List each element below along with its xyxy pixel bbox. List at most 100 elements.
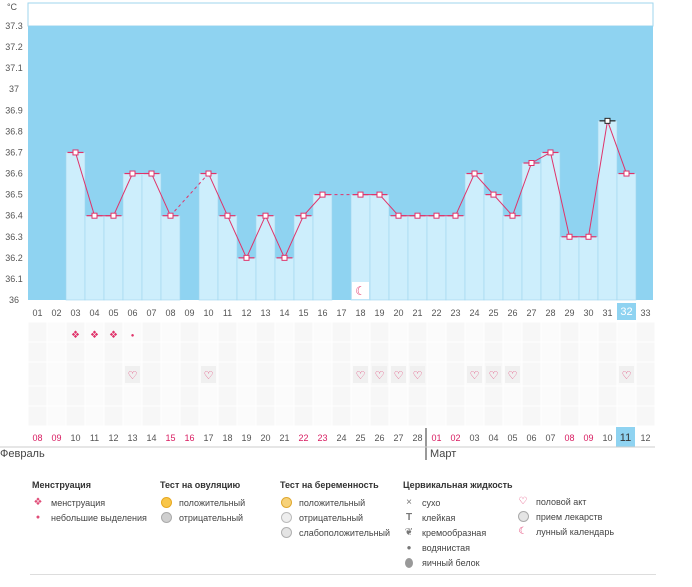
grid-cell xyxy=(559,385,580,407)
temp-point xyxy=(224,212,231,219)
grid-cell xyxy=(597,405,618,427)
grid-cell xyxy=(559,341,580,363)
grid-cell xyxy=(236,341,257,363)
watery-drop-icon: ● xyxy=(406,543,412,552)
grid-cell xyxy=(350,321,371,343)
grid-cell xyxy=(27,385,48,407)
grid-cell xyxy=(179,321,200,343)
temp-line-segment xyxy=(303,194,323,217)
grid-cell xyxy=(369,385,390,407)
legend-cervical: Цервикальная жидкость × сухо T клейкая ❦… xyxy=(403,480,513,570)
grid-cell xyxy=(445,361,466,387)
temp-bar xyxy=(426,215,447,301)
grid-cell xyxy=(388,385,409,407)
grid-cell xyxy=(179,361,200,387)
date-label: 17 xyxy=(203,433,213,443)
temp-line-segment xyxy=(151,173,171,216)
heart-cell xyxy=(410,366,425,383)
grid-cell xyxy=(312,321,333,343)
grid-cell xyxy=(388,405,409,427)
grid-cell xyxy=(122,341,143,363)
grid-cell xyxy=(274,361,295,387)
cycle-day-label: 18 xyxy=(355,308,365,318)
grid-cell xyxy=(502,341,523,363)
grid-cell xyxy=(46,341,67,363)
grid-cell xyxy=(84,341,105,363)
y-tick-label: 37.3 xyxy=(5,21,23,31)
grid-cell xyxy=(350,405,371,427)
grid-cell xyxy=(521,341,542,363)
pregnancy-positive-icon xyxy=(280,497,292,509)
legend-item-light-bleeding: ● небольшие выделения xyxy=(32,510,147,525)
grid-cell xyxy=(369,341,390,363)
heart-icon: ♡ xyxy=(622,370,632,382)
grid-cell xyxy=(46,361,67,387)
grid-cell xyxy=(198,385,219,407)
temp-bar xyxy=(293,215,314,301)
grid-cell xyxy=(597,341,618,363)
grid-cell xyxy=(502,405,523,427)
grid-cell xyxy=(407,385,428,407)
drop-icon: ❖ xyxy=(90,330,99,341)
temp-bar xyxy=(483,194,504,301)
temp-point xyxy=(319,191,326,198)
grid-cell xyxy=(578,405,599,427)
cycle-day-label: 24 xyxy=(469,308,479,318)
grid-cell xyxy=(141,361,162,387)
grid-cell xyxy=(179,341,200,363)
small-drop-icon: ● xyxy=(131,333,135,339)
temp-point xyxy=(243,254,250,261)
grid-cell xyxy=(407,321,428,343)
grid-cell xyxy=(464,341,485,363)
y-tick-label: 36.2 xyxy=(5,253,23,263)
cycle-day-label: 31 xyxy=(602,308,612,318)
grid-cell xyxy=(27,321,48,343)
temp-line-segment xyxy=(75,152,95,216)
heart-icon: ♡ xyxy=(356,370,366,382)
y-tick-label: 36.6 xyxy=(5,169,23,179)
grid-cell xyxy=(217,385,238,407)
grid-cell xyxy=(103,361,124,387)
moon-icon: ☾ xyxy=(518,526,528,537)
grid-cell xyxy=(293,385,314,407)
legend-item-creamy: ❦ кремообразная xyxy=(404,527,487,538)
cycle-day-label: 12 xyxy=(241,308,251,318)
grid-cell xyxy=(84,385,105,407)
temp-bar xyxy=(578,236,599,301)
grid-cell xyxy=(46,321,67,343)
grid-cell xyxy=(635,361,656,387)
temp-point xyxy=(509,212,516,219)
heart-cell xyxy=(486,366,501,383)
grid-cell xyxy=(578,321,599,343)
cycle-day-label: 07 xyxy=(146,308,156,318)
date-label: 18 xyxy=(222,433,232,443)
date-label: 16 xyxy=(184,433,194,443)
grid-cell xyxy=(160,361,181,387)
grid-cell xyxy=(46,385,67,407)
legend-ovulation-title: Тест на овуляцию xyxy=(160,480,241,490)
legend-menstruation: Менструация ❖ менструация ● небольшие вы… xyxy=(32,480,147,525)
grid-cell xyxy=(369,321,390,343)
legend-item-pregnancy-weak: слабоположительный xyxy=(280,525,390,540)
temp-line-segment xyxy=(531,152,551,164)
grid-cell xyxy=(312,341,333,363)
legend-item-medication: прием лекарств xyxy=(517,509,614,524)
heart-icon: ♡ xyxy=(489,370,499,382)
grid-cell xyxy=(521,405,542,427)
grid-cell xyxy=(217,361,238,387)
date-label: 09 xyxy=(51,433,61,443)
grid-cell xyxy=(388,321,409,343)
grid-cell xyxy=(369,405,390,427)
grid-cell xyxy=(331,321,352,343)
grid-cell xyxy=(122,405,143,427)
legend-item-pregnancy-positive: положительный xyxy=(280,495,390,510)
date-label: 07 xyxy=(545,433,555,443)
cycle-day-label: 26 xyxy=(507,308,517,318)
grid-cell xyxy=(331,361,352,387)
grid-cell xyxy=(274,385,295,407)
temp-point xyxy=(433,212,440,219)
grid-cell xyxy=(559,361,580,387)
grid-cell xyxy=(312,361,333,387)
grid-cell xyxy=(407,405,428,427)
temp-bar xyxy=(521,162,542,301)
